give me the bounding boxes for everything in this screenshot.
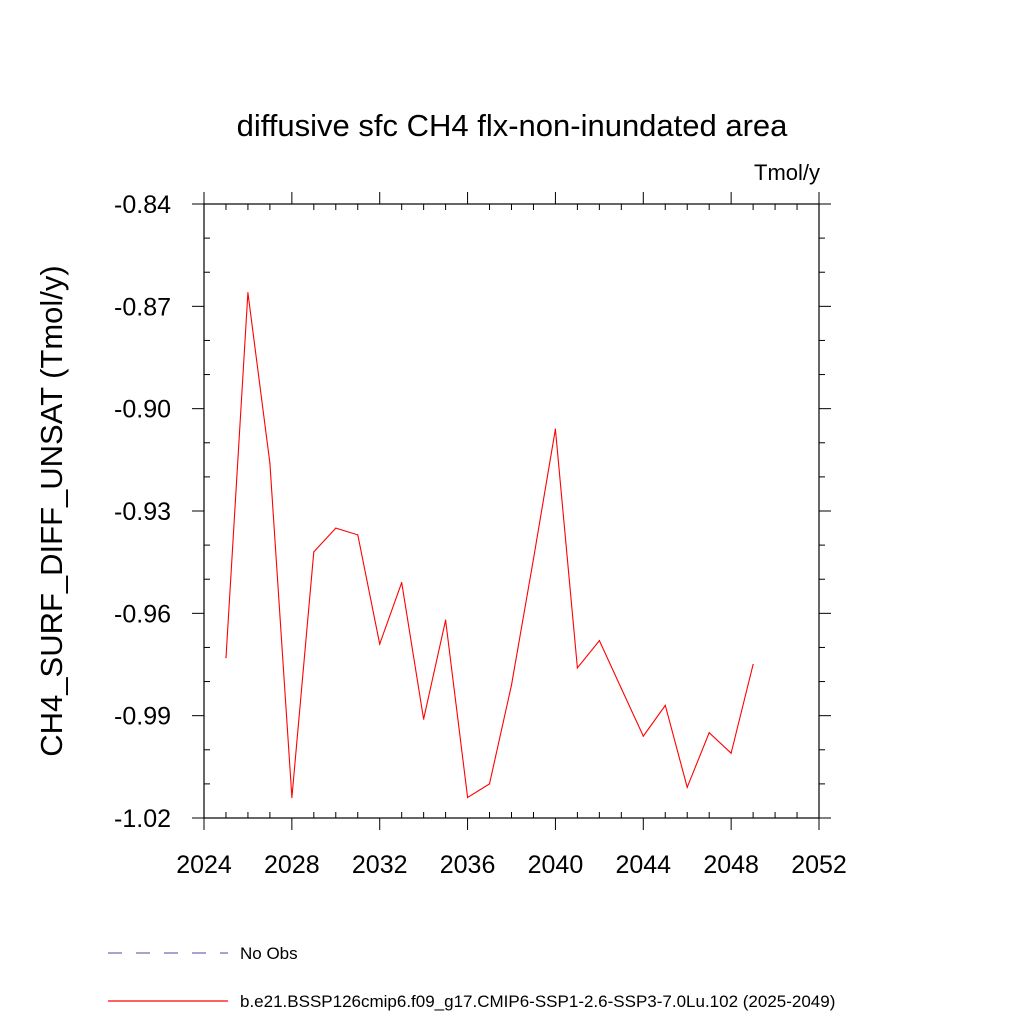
- legend-label-series: b.e21.BSSP126cmip6.f09_g17.CMIP6-SSP1-2.…: [240, 992, 835, 1011]
- data-point: [752, 663, 754, 666]
- x-tick-label: 2044: [615, 851, 671, 879]
- series-line: [225, 292, 754, 799]
- y-tick-label: -0.96: [114, 600, 171, 628]
- data-point: [423, 718, 425, 720]
- units-label: Tmol/y: [754, 160, 820, 185]
- y-tick-label: -0.84: [114, 191, 171, 219]
- data-point: [335, 527, 337, 529]
- data-point: [488, 783, 491, 785]
- data-point: [247, 292, 249, 294]
- data-point: [379, 643, 381, 645]
- series-layer: [225, 292, 754, 799]
- legend: No Obs b.e21.BSSP126cmip6.f09_g17.CMIP6-…: [108, 944, 835, 1011]
- y-tick-label: -1.02: [114, 805, 171, 833]
- data-point: [445, 619, 447, 621]
- y-tick-label: -0.99: [114, 703, 171, 731]
- data-point: [620, 687, 622, 689]
- x-tick-label: 2024: [176, 851, 232, 879]
- y-tick-label: -0.90: [114, 396, 171, 424]
- x-tick-label: 2048: [703, 851, 759, 879]
- data-point: [532, 558, 535, 560]
- data-point: [357, 534, 359, 536]
- data-point: [225, 657, 227, 659]
- y-tick-label: -0.93: [114, 498, 171, 526]
- data-point: [554, 428, 557, 430]
- data-point: [510, 684, 513, 686]
- data-point: [466, 796, 469, 799]
- axis-ticks: [192, 192, 831, 830]
- data-point: [664, 704, 666, 707]
- plot-frame: [203, 203, 820, 819]
- y-tick-labels: -1.02 -0.99 -0.96 -0.93 -0.90 -0.87 -0.84: [114, 191, 171, 833]
- y-axis-label: CH4_SURF_DIFF_UNSAT (Tmol/y): [34, 265, 69, 756]
- x-tick-label: 2052: [791, 851, 847, 879]
- data-point: [686, 786, 688, 788]
- data-point: [291, 796, 293, 799]
- data-point: [708, 732, 710, 734]
- data-point: [401, 582, 403, 584]
- data-point: [576, 667, 578, 669]
- data-point: [642, 735, 644, 737]
- data-point: [598, 640, 600, 642]
- x-tick-labels: 2024 2028 2032 2036 2040 2044 2048 2052: [176, 851, 847, 879]
- y-tick-label: -0.87: [114, 293, 171, 321]
- chart-title: diffusive sfc CH4 flx-non-inundated area: [237, 108, 789, 143]
- data-point: [313, 551, 315, 553]
- x-tick-label: 2040: [528, 851, 584, 879]
- legend-label-no-obs: No Obs: [240, 944, 298, 963]
- x-tick-label: 2032: [352, 851, 408, 879]
- data-point: [269, 462, 271, 464]
- x-tick-label: 2036: [440, 851, 496, 879]
- x-tick-label: 2028: [264, 851, 320, 879]
- data-point: [730, 752, 732, 754]
